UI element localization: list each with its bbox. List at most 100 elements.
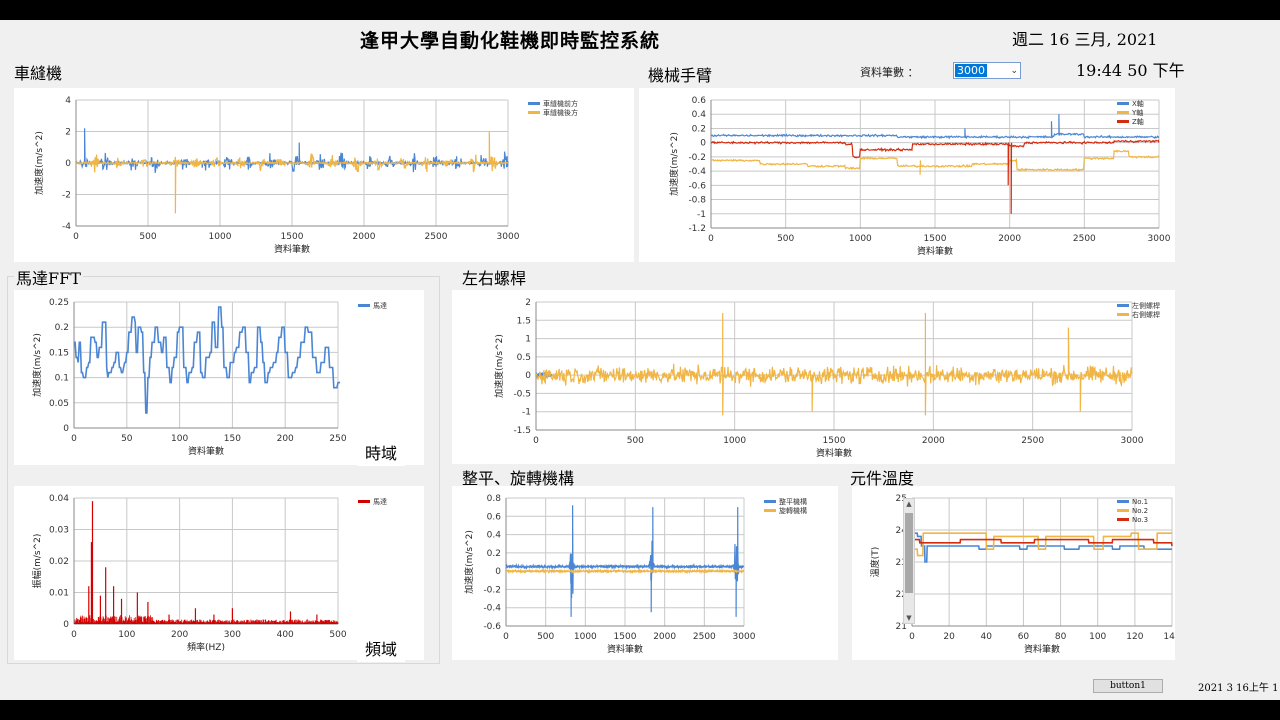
x-tick-label: 0 <box>71 630 77 640</box>
legend-swatch <box>764 509 776 512</box>
legend-label: 車縫機後方 <box>543 108 578 117</box>
y-tick-label: -0.2 <box>688 153 706 163</box>
y-tick-label: 0 <box>63 620 69 630</box>
x-tick-label: 500 <box>777 234 794 244</box>
x-tick-label: 2500 <box>425 232 448 242</box>
y-tick-label: 0 <box>65 159 71 169</box>
x-tick-label: 120 <box>1126 632 1143 642</box>
y-tick-label: 0.15 <box>49 348 69 358</box>
legend-label: 旋轉機構 <box>779 506 807 515</box>
screw-chart: -1.5 -1 -0.5 0 0.5 1 1.5 2 0 500 1000 1500 2000 2500 3… <box>493 298 1160 459</box>
y-tick-label: 2 <box>525 298 531 308</box>
y-tick-label: -0.8 <box>688 196 706 206</box>
motor-freq-chart: 0 0.01 0.02 0.03 0.04 0 100 200 300 400 500 頻率(HZ) 振… <box>31 494 387 653</box>
section-title-arm: 機械手臂 <box>648 66 713 85</box>
series-line <box>912 532 1172 557</box>
legend-swatch <box>528 111 540 114</box>
y-tick-label: 0.8 <box>487 494 502 504</box>
y-tick-label: -0.6 <box>688 181 706 191</box>
legend-label: 整平機構 <box>779 497 807 506</box>
scroll-up-icon[interactable]: ▲ <box>906 500 912 508</box>
y-tick-label: 0 <box>700 139 706 149</box>
series-line <box>505 567 745 575</box>
y-axis-label: 加速度(m/s^2) <box>463 530 475 594</box>
legend-swatch <box>1117 509 1129 512</box>
y-tick-label: 0.04 <box>49 494 69 504</box>
x-tick-label: 300 <box>224 630 241 640</box>
y-tick-label: 0 <box>63 424 69 434</box>
x-tick-label: 2000 <box>922 436 945 446</box>
sewing-chart: -4 -2 0 2 4 0 500 1000 1500 2000 2500 3000 資料筆數 加速度(m… <box>33 96 578 255</box>
x-tick-label: 2500 <box>1021 436 1044 446</box>
count-dropdown[interactable]: 3000 ⌄ <box>953 62 1021 79</box>
y-tick-label: 24 <box>896 526 908 536</box>
legend-swatch <box>358 304 370 307</box>
x-tick-label: 500 <box>537 632 554 642</box>
x-tick-label: 500 <box>627 436 644 446</box>
x-tick-label: 0 <box>909 632 915 642</box>
y-axis-label: 加速度(m/s^2) <box>31 333 43 397</box>
y-tick-label: 0.5 <box>517 353 531 363</box>
motor-freq-chart-panel: 0 0.01 0.02 0.03 0.04 0 100 200 300 400 500 頻率(HZ) 振… <box>14 486 424 660</box>
y-tick-label: 2 <box>65 128 71 138</box>
y-tick-label: 23 <box>896 558 907 568</box>
x-tick-label: 500 <box>139 232 156 242</box>
legend-label: X軸 <box>1132 99 1144 108</box>
time-display: 19:44 50 下午 <box>1076 61 1185 80</box>
legend-label: 馬達 <box>373 497 387 506</box>
x-tick-label: 0 <box>503 632 509 642</box>
y-axis-label: 溫度(T) <box>869 547 881 578</box>
chevron-down-icon[interactable]: ⌄ <box>1010 66 1018 76</box>
x-tick-label: 100 <box>118 630 135 640</box>
y-axis-label: 加速度(m/s^2) <box>668 132 680 196</box>
legend-swatch <box>1117 500 1129 503</box>
motor-time-chart: 0 0.05 0.1 0.15 0.2 0.25 0 50 100 150 200 250 資料筆數 加速… <box>31 298 387 457</box>
legend-label: No.3 <box>1132 516 1148 524</box>
y-tick-label: 21 <box>896 622 907 632</box>
x-tick-label: 20 <box>943 632 955 642</box>
freq-domain-label: 頻域 <box>357 638 405 662</box>
button1[interactable]: button1 <box>1093 679 1163 693</box>
section-title-screw: 左右螺桿 <box>462 269 527 288</box>
legend-label: No.1 <box>1132 498 1148 506</box>
legend-label: 車縫機前方 <box>543 99 578 108</box>
y-tick-label: -1 <box>522 408 531 418</box>
x-axis-label: 資料筆數 <box>607 643 643 655</box>
x-tick-label: 3000 <box>1148 234 1171 244</box>
motor-time-chart-panel: 0 0.05 0.1 0.15 0.2 0.25 0 50 100 150 200 250 資料筆數 加速… <box>14 290 424 465</box>
y-tick-label: 0 <box>525 371 531 381</box>
x-tick-label: 0 <box>708 234 714 244</box>
legend-swatch <box>1117 120 1129 123</box>
leveling-chart: -0.6 -0.4 -0.2 0 0.2 0.4 0.6 0.8 0 500 1000 1500 200… <box>463 494 807 655</box>
series-line <box>710 149 1160 175</box>
series-line <box>912 532 1172 563</box>
y-tick-label: -0.6 <box>483 622 501 632</box>
scroll-down-icon[interactable]: ▼ <box>906 614 912 622</box>
legend-swatch <box>1117 518 1129 521</box>
series-line <box>535 313 1133 416</box>
y-tick-label: 0 <box>495 567 501 577</box>
legend-swatch <box>1117 111 1129 114</box>
y-tick-label: 0.6 <box>692 96 707 106</box>
y-tick-label: -1.2 <box>688 224 706 234</box>
temperature-scrollbar[interactable]: ▲ ▼ <box>903 498 915 624</box>
y-tick-label: 0.2 <box>487 549 501 559</box>
footer-timestamp: 2021 3 16上午 1 <box>1198 683 1279 694</box>
x-tick-label: 1500 <box>924 234 947 244</box>
legend-swatch <box>528 102 540 105</box>
y-tick-label: 0.4 <box>692 110 707 120</box>
y-tick-label: -4 <box>62 222 71 232</box>
legend-swatch <box>764 500 776 503</box>
section-title-temperature: 元件溫度 <box>850 469 915 488</box>
legend-label: No.2 <box>1132 507 1148 515</box>
x-tick-label: 500 <box>329 630 346 640</box>
x-tick-label: 1000 <box>209 232 232 242</box>
y-tick-label: 1 <box>525 335 531 345</box>
sewing-chart-panel: -4 -2 0 2 4 0 500 1000 1500 2000 2500 3000 資料筆數 加速度(m… <box>14 88 634 262</box>
series-line <box>505 505 745 617</box>
x-tick-label: 1500 <box>614 632 637 642</box>
x-tick-label: 140 <box>1163 632 1175 642</box>
temperature-chart: 21 22 23 24 25 0 20 40 60 80 100 120 140 資料筆數 溫度(T) No.… <box>869 494 1181 655</box>
scrollbar-thumb[interactable] <box>905 513 913 593</box>
x-tick-label: 100 <box>1089 632 1106 642</box>
